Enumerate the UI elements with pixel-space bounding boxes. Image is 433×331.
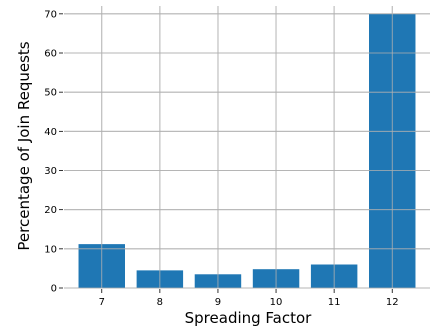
x-tick-label: 11 (328, 297, 341, 308)
bars-layer (64, 6, 430, 289)
x-tick-label: 7 (99, 297, 105, 308)
y-axis-ticks: 0 10 20 30 40 50 60 70 (44, 9, 63, 295)
x-axis-ticks: 7 8 9 10 11 12 (99, 289, 399, 308)
y-tick-label: 20 (44, 205, 57, 216)
x-tick-label: 9 (215, 297, 221, 308)
y-axis-title: Percentage of Join Requests (15, 41, 33, 250)
x-tick-label: 10 (270, 297, 283, 308)
x-axis-title: Spreading Factor (185, 309, 313, 327)
x-tick-label: 8 (157, 297, 163, 308)
y-tick-label: 50 (44, 88, 57, 99)
y-tick-label: 60 (44, 49, 57, 60)
y-tick-label: 0 (51, 284, 57, 295)
x-tick-label: 12 (386, 297, 399, 308)
y-tick-label: 10 (44, 244, 57, 255)
y-tick-label: 30 (44, 166, 57, 177)
y-tick-label: 70 (44, 9, 57, 20)
y-tick-label: 40 (44, 127, 57, 138)
